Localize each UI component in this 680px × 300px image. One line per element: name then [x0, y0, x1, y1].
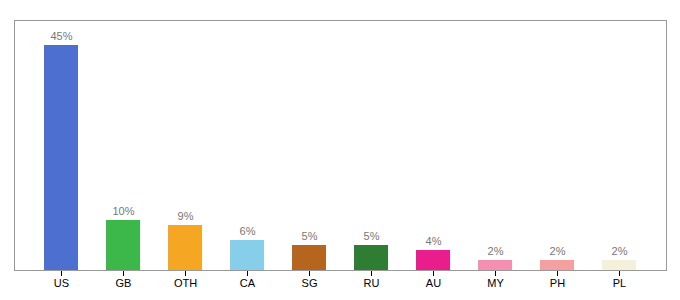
svg-text:2%: 2% — [550, 245, 566, 257]
svg-text:5%: 5% — [364, 230, 380, 242]
svg-text:CA: CA — [240, 277, 256, 289]
svg-text:9%: 9% — [178, 210, 194, 222]
svg-text:RU: RU — [364, 277, 380, 289]
svg-text:2%: 2% — [488, 245, 504, 257]
svg-text:OTH: OTH — [174, 277, 197, 289]
svg-text:AU: AU — [426, 277, 441, 289]
svg-text:PL: PL — [613, 277, 626, 289]
svg-text:45%: 45% — [50, 30, 72, 42]
svg-text:2%: 2% — [612, 245, 628, 257]
svg-text:US: US — [54, 277, 69, 289]
svg-text:10%: 10% — [112, 205, 134, 217]
svg-text:MY: MY — [487, 277, 504, 289]
svg-text:PH: PH — [550, 277, 565, 289]
svg-text:4%: 4% — [426, 235, 442, 247]
svg-text:SG: SG — [302, 277, 318, 289]
svg-text:5%: 5% — [302, 230, 318, 242]
svg-text:6%: 6% — [240, 225, 256, 237]
svg-text:GB: GB — [116, 277, 132, 289]
